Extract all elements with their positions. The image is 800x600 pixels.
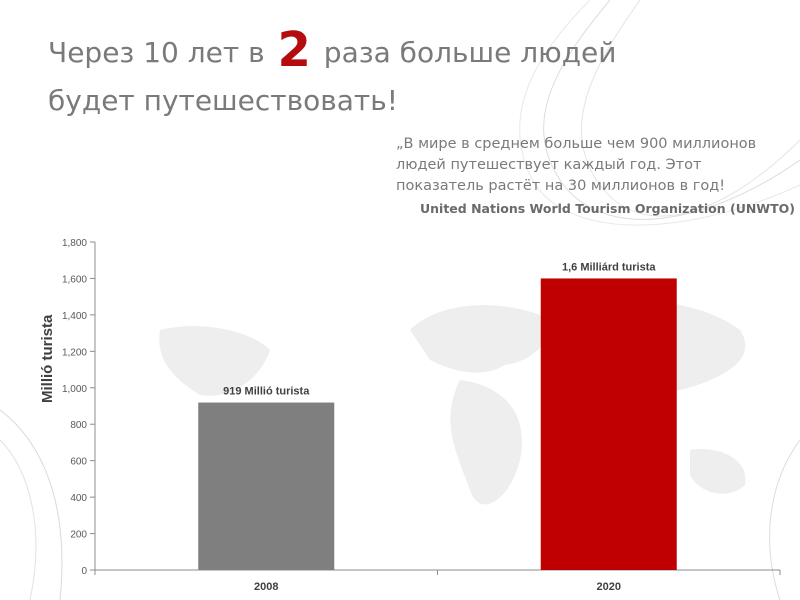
title-number: 2 xyxy=(277,22,311,78)
y-tick-label: 800 xyxy=(70,420,87,431)
y-tick-label: 1,600 xyxy=(62,274,87,285)
y-axis-title: Millió turista xyxy=(39,314,56,403)
quote-text: „В мире в среднем больше чем 900 миллион… xyxy=(396,136,757,194)
y-tick-label: 600 xyxy=(70,457,87,468)
x-tick-label: 2008 xyxy=(254,581,278,593)
data-label: 919 Millió turista xyxy=(223,386,310,398)
y-tick-label: 1,000 xyxy=(62,384,87,395)
y-tick-label: 200 xyxy=(70,530,87,541)
data-label: 1,6 Milliárd turista xyxy=(562,261,656,273)
y-tick-label: 0 xyxy=(81,566,87,577)
title-before: Через 10 лет в xyxy=(48,36,265,69)
title-after: раза больше людей будет путешествовать! xyxy=(48,36,617,117)
bar-2008 xyxy=(198,402,335,570)
slide-title: Через 10 лет в 2 раза больше людей будет… xyxy=(48,26,668,125)
x-tick-label: 2020 xyxy=(597,581,621,593)
quote-source: United Nations World Tourism Organizatio… xyxy=(420,201,795,216)
y-tick-label: 1,800 xyxy=(62,238,87,249)
bar-2020 xyxy=(540,278,677,570)
y-tick-label: 1,200 xyxy=(62,347,87,358)
bar-chart: 0 200 400 600 800 1,000 1,200 1,400 1,600 1,800 91… xyxy=(62,238,781,593)
y-tick-label: 1,400 xyxy=(62,311,87,322)
y-tick-label: 400 xyxy=(70,493,87,504)
